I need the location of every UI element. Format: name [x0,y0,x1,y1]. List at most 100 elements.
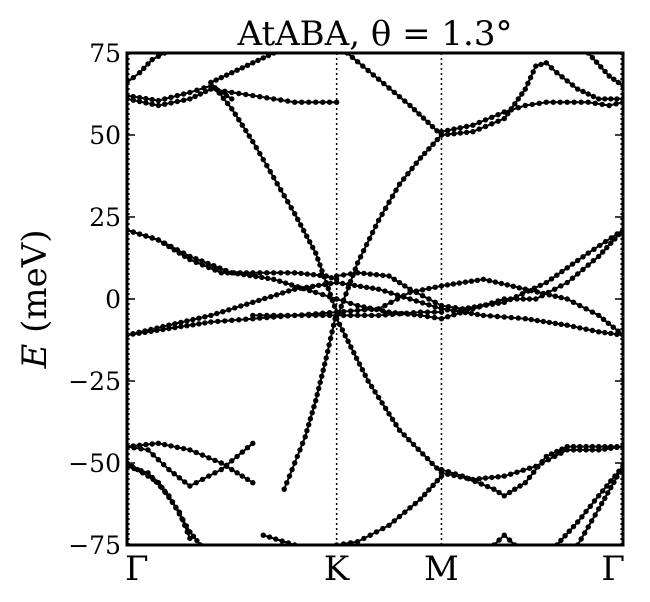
band-series [127,227,340,302]
band-point [241,271,247,278]
band-point [515,315,521,321]
band-point [299,312,305,319]
band-point [326,294,333,300]
band-series [127,460,193,542]
band-point [253,273,259,280]
band-point [494,313,501,320]
band-point [169,499,176,506]
band-point [548,65,555,71]
band-point [381,80,387,87]
band-point [162,101,168,107]
band-point [292,211,298,217]
band-point [438,283,445,289]
band-point [329,329,335,335]
band-point [136,330,142,336]
band-point [243,316,249,322]
band-point [600,488,606,494]
band-point [571,99,577,105]
band-point [570,299,577,305]
band-point [534,317,540,324]
band-point [166,325,172,332]
band-point [253,144,259,151]
band-point [326,342,332,348]
band-point [155,102,162,109]
band-point [166,494,172,501]
band-point [564,265,570,271]
band-point [419,300,426,306]
band-point [470,476,476,483]
band-point [578,99,584,105]
band-series [438,99,623,135]
band-point [193,256,199,262]
band-point [531,469,537,475]
band-point [600,249,606,255]
band-point [168,94,174,101]
band-point [142,329,148,335]
band-point [319,373,325,379]
band-point [614,474,620,480]
band-point [363,284,370,290]
band-point [286,288,292,294]
band-point [409,165,415,172]
band-point [471,304,478,310]
band-point [285,199,291,205]
band-point [320,99,326,105]
band-point [143,233,149,239]
band-point [339,280,346,287]
band-point [369,285,376,291]
band-point [391,276,397,282]
band-point [212,470,218,476]
band-point [617,468,623,475]
y-axis-label: E (meV) [15,229,55,369]
band-point [130,74,136,81]
band-point [292,270,298,276]
band-point [599,101,605,108]
band-point [424,455,431,462]
band-point [194,87,200,93]
band-point [570,447,577,453]
band-point [393,187,399,193]
band-point [260,532,266,538]
band-point [420,115,427,121]
band-point [388,290,394,296]
band-point [206,264,212,271]
band-point [587,503,593,509]
band-point [495,118,501,124]
band-point [438,129,445,135]
band-series [127,463,204,545]
band-point [306,99,312,105]
band-point [590,93,597,100]
band-point [451,472,457,479]
band-point [413,298,419,304]
band-point [445,314,451,320]
band-point [354,312,361,319]
band-point [274,292,280,298]
band-point [315,256,321,262]
band-point [463,129,470,136]
band-point [575,271,581,277]
band-point [562,533,568,539]
band-point [401,176,407,182]
band-point [487,313,494,319]
band-point [184,323,190,329]
band-point [602,329,608,336]
band-point [235,271,241,277]
band-point [304,284,310,290]
band-point [295,216,301,222]
band-point [366,235,373,242]
band-point [317,379,323,386]
band-point [365,378,371,384]
band-point [482,123,489,130]
band-point [501,473,507,479]
band-point [244,445,251,451]
band-point [288,205,294,211]
band-point [415,446,421,452]
band-point [465,305,472,311]
y-tick-labels: −75 −50 −25 0 25 50 75 [68,39,121,560]
band-point [489,301,496,307]
band-point [554,272,560,278]
band-point [474,277,481,283]
band-point [149,235,155,241]
band-point [396,513,403,520]
